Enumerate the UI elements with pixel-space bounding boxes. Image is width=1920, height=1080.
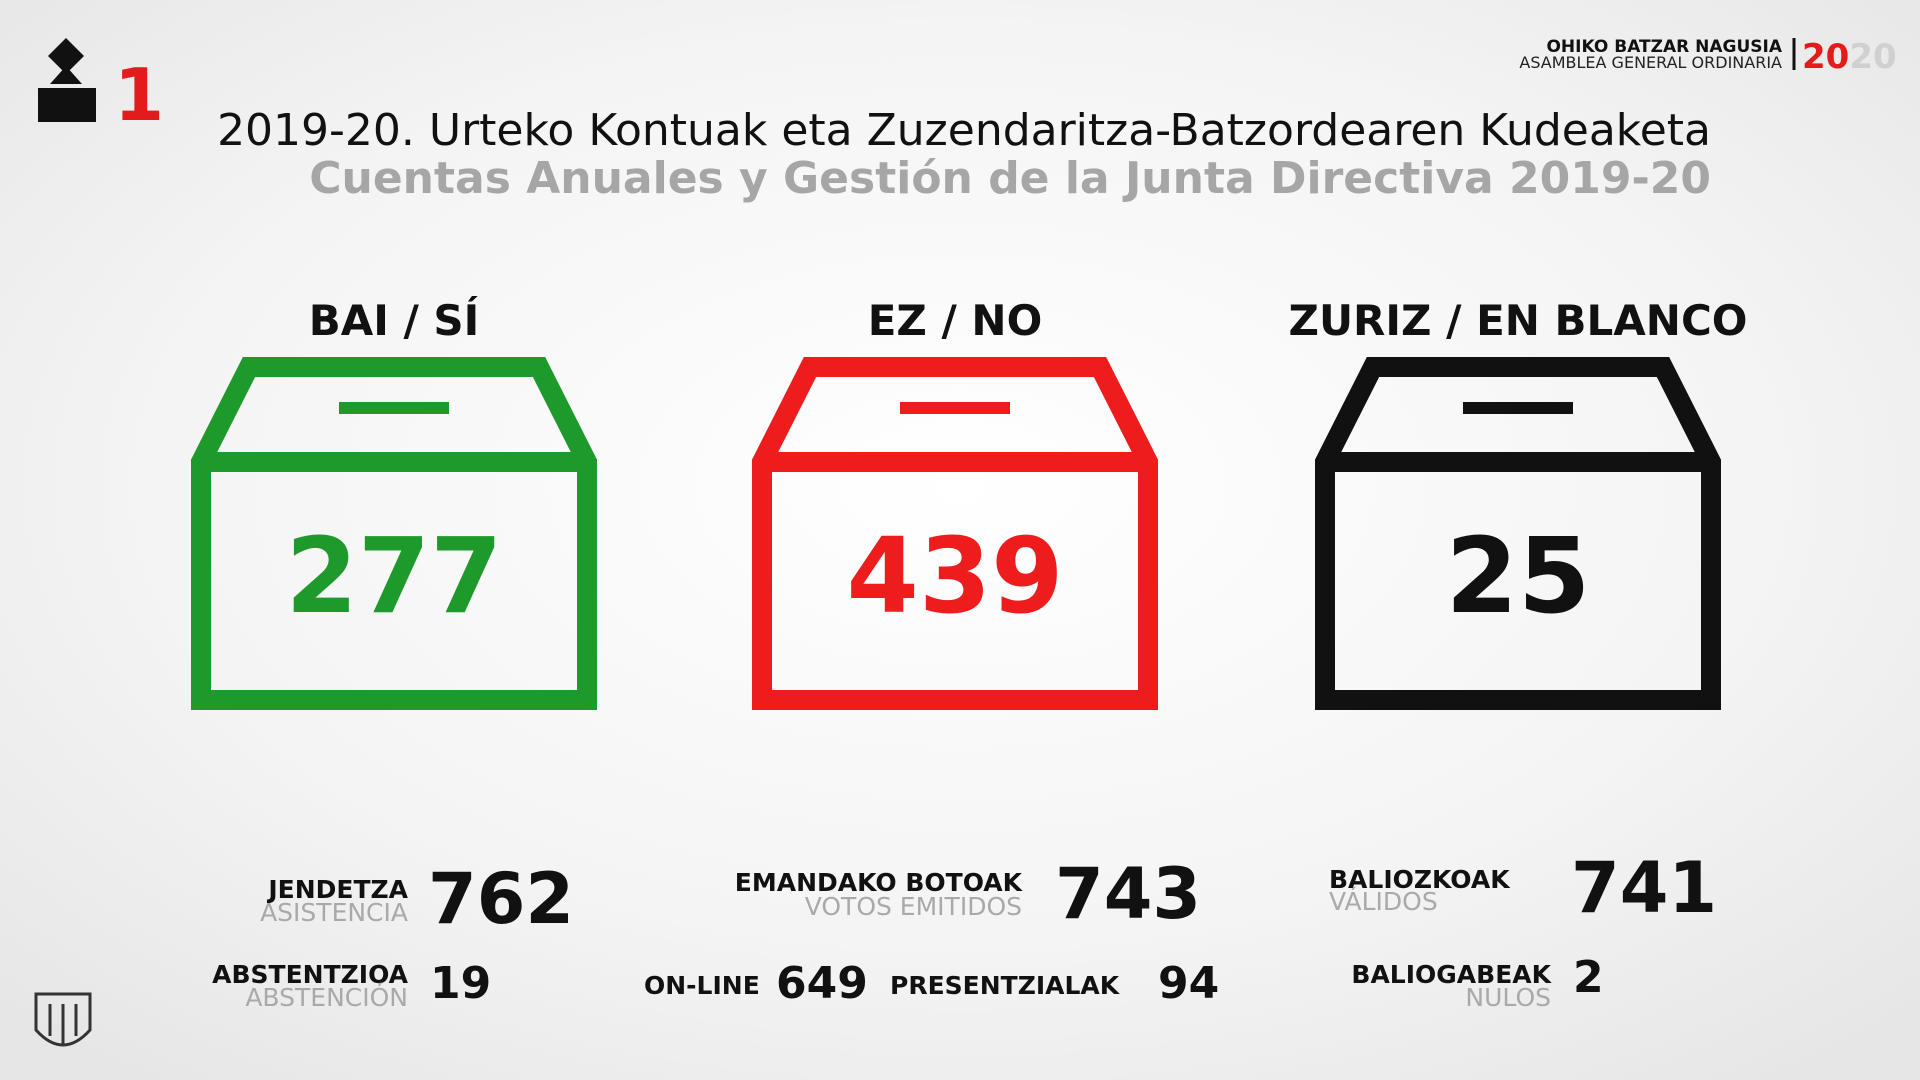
stat-value: 762 [428, 858, 574, 940]
option-label: EZ / NO [868, 296, 1043, 345]
event-eu: OHIKO BATZAR NAGUSIA [1546, 37, 1782, 57]
club-logo [34, 992, 92, 1047]
ballot-box [752, 357, 1158, 710]
stat-label: JENDETZA [266, 875, 408, 904]
stat-label: PRESENTZIALAK [890, 971, 1121, 1000]
stat-label: ON-LINE [644, 971, 760, 1000]
option-value: 25 [1446, 515, 1591, 637]
item-number: 1 [114, 53, 164, 137]
ballot-slot [900, 402, 1010, 414]
stat-value: 94 [1158, 958, 1219, 1009]
option-value: 277 [285, 515, 502, 637]
title: 2019-20. Urteko Kontuak eta Zuzendaritza… [217, 105, 1711, 156]
ballot-slot [339, 402, 449, 414]
stat-value: 649 [776, 958, 868, 1009]
stat-label: ABSTENTZIOA [212, 960, 409, 989]
stat-label: BALIOZKOAK [1329, 865, 1511, 894]
stat-value: 743 [1055, 853, 1201, 935]
stat-label: VOTOS EMITIDOS [805, 892, 1022, 921]
stat-label: EMANDAKO BOTOAK [735, 868, 1024, 897]
option-value: 439 [846, 515, 1063, 637]
stat-label: ABSTENCIÓN [245, 982, 408, 1012]
option-label: ZURIZ / EN BLANCO [1289, 296, 1748, 345]
stat-label: BALIOGABEAK [1351, 960, 1552, 989]
stat-value: 19 [430, 958, 491, 1009]
stat-label: ASISTENCIA [260, 898, 408, 927]
stat-label: VÁLIDOS [1329, 887, 1438, 916]
ballot-boxes: BAI / SÍ 277 EZ / NO 439 ZURIZ / EN BLANCO 25 [191, 295, 1748, 710]
event-es: ASAMBLEA GENERAL ORDINARIA [1519, 53, 1782, 72]
option-label: BAI / SÍ [309, 295, 480, 345]
year: 2020 [1802, 37, 1897, 77]
stat-value: 741 [1571, 847, 1717, 929]
stat-value: 2 [1573, 952, 1604, 1003]
ballot-box [1315, 357, 1721, 710]
subtitle: Cuentas Anuales y Gestión de la Junta Di… [309, 153, 1711, 204]
stat-label: NULOS [1465, 983, 1551, 1012]
ballot-slot [1463, 402, 1573, 414]
ballot-icon [38, 38, 96, 122]
ballot-box [191, 357, 597, 710]
